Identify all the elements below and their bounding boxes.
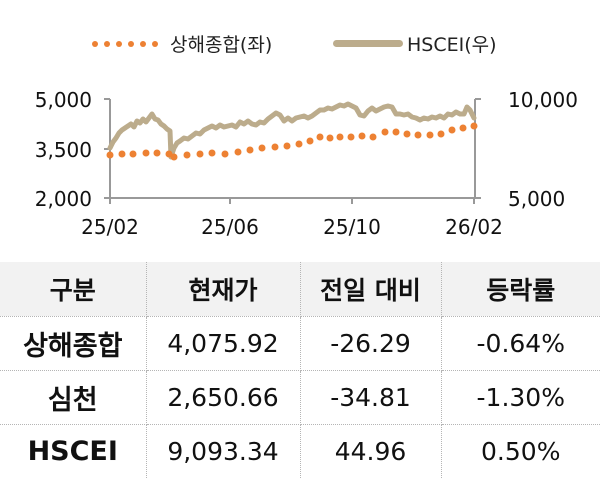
solid-line-icon (333, 40, 403, 47)
x-tick-label: 25/10 (323, 215, 381, 239)
legend-label-shanghai: 상해종합(좌) (170, 34, 273, 56)
legend-item-shanghai: 상해종합(좌) (92, 30, 272, 57)
column-header-price: 현재가 (146, 262, 301, 317)
market-quote-table: 구분 현재가 전일 대비 등락률 상해종합 4,075.92 -26.29 -0… (0, 262, 600, 478)
y-right-tick-label: 5,000 (508, 187, 565, 211)
current-price: 4,075.92 (146, 316, 301, 371)
chart-axes (104, 98, 481, 204)
index-name: 심천 (0, 370, 147, 425)
y-left-tick-label: 2,000 (35, 187, 92, 211)
table-row: HSCEI 9,093.34 44.96 0.50% (0, 424, 600, 478)
change-rate: -1.30% (441, 370, 600, 425)
y-left-tick-label: 5,000 (35, 88, 92, 112)
index-name: 상해종합 (0, 316, 147, 371)
legend-item-hscei: HSCEI(우) (333, 30, 497, 57)
current-price: 2,650.66 (146, 370, 301, 425)
daily-change: 44.96 (300, 424, 442, 478)
x-tick-label: 26/02 (445, 215, 503, 239)
chart-legend: 상해종합(좌) HSCEI(우) (0, 30, 600, 58)
table-row: 상해종합 4,075.92 -26.29 -0.64% (0, 316, 600, 371)
hscei-series-line (107, 101, 477, 160)
current-price: 9,093.34 (146, 424, 301, 478)
daily-change: -34.81 (300, 370, 442, 425)
table-header-row: 구분 현재가 전일 대비 등락률 (0, 262, 600, 317)
shanghai-series-dots (106, 122, 478, 161)
index-name: HSCEI (0, 424, 147, 478)
column-header-change: 전일 대비 (300, 262, 442, 317)
change-rate: 0.50% (481, 436, 561, 466)
dotted-line-icon (92, 40, 158, 47)
table-row: 심천 2,650.66 -34.81 -1.30% (0, 370, 600, 425)
change-rate: -0.64% (441, 316, 600, 371)
x-tick-label: 25/02 (81, 215, 139, 239)
column-header-rate: 등락률 (441, 262, 600, 317)
y-right-tick-label: 10,000 (508, 88, 578, 112)
x-tick-label: 25/06 (201, 215, 259, 239)
line-chart: 5,000 3,500 2,000 10,000 5,000 25/02 25/… (35, 88, 578, 239)
column-header-category: 구분 (0, 262, 147, 317)
y-left-tick-label: 3,500 (35, 138, 92, 162)
daily-change: -26.29 (300, 316, 442, 371)
legend-label-hscei: HSCEI(우) (407, 34, 497, 56)
